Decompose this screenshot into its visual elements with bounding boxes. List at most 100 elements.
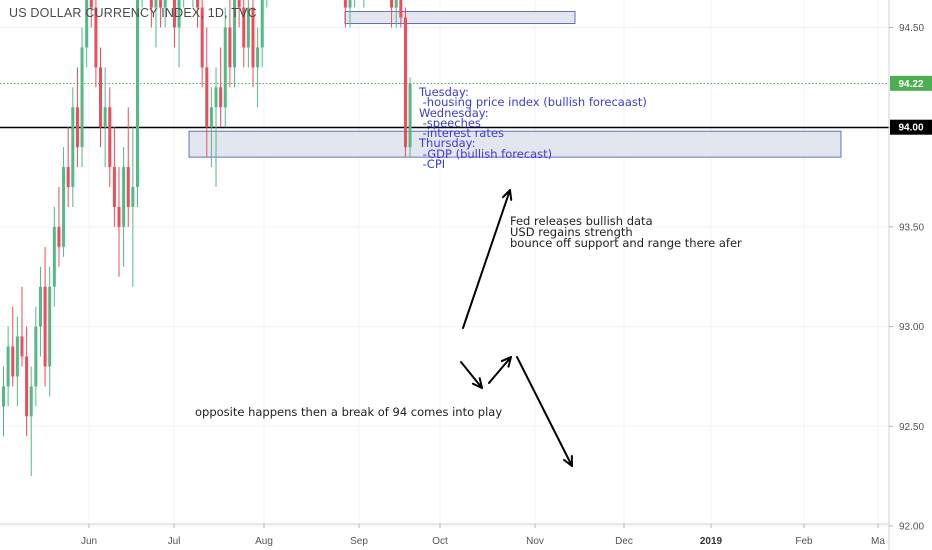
candle-body (80, 47, 84, 148)
candle-body (205, 67, 209, 128)
candle-body (260, 0, 264, 48)
schedule-line: -interest rates (419, 126, 504, 141)
zone-support-94.5 (344, 11, 576, 24)
arrow-retest-up (488, 356, 512, 384)
price-tick-label: 92.00 (899, 522, 924, 533)
schedule-line: -housing price index (bullish forecaast) (419, 95, 647, 110)
candle-body (38, 286, 42, 327)
candle-body (154, 0, 158, 8)
candle-body (172, 0, 176, 28)
bullish-line: bounce off support and range there afer (510, 236, 742, 250)
candle-body (223, 27, 227, 108)
candle-body (48, 286, 52, 367)
trend-arrows[interactable] (460, 189, 573, 467)
candle-body (399, 0, 403, 18)
candle-body (20, 336, 24, 357)
candle-body (242, 7, 246, 48)
candle-body (57, 226, 61, 247)
schedule-line: -CPI (419, 157, 446, 172)
candle-body (99, 67, 103, 128)
time-tick-label: 2019 (700, 536, 723, 547)
price-tag-94.22: 94.22 (890, 75, 932, 91)
bearish-scenario-annotation[interactable]: opposite happens then a break of 94 come… (195, 405, 503, 419)
schedule-line: Thursday: (419, 136, 476, 151)
candle-body (62, 167, 66, 247)
candle-body (390, 0, 394, 8)
candle-body (43, 286, 47, 367)
support-zones[interactable] (188, 11, 842, 158)
candle-body (256, 47, 260, 68)
arrow-dip-down (460, 361, 483, 389)
candle-body (71, 107, 75, 188)
candle-body (394, 0, 398, 8)
candle-body (29, 386, 33, 417)
candle-body (246, 7, 250, 48)
time-tick-label: Oct (432, 536, 448, 547)
schedule-annotation[interactable]: Tuesday: -housing price index (bullish f… (419, 85, 647, 172)
arrow-bearish-break (516, 356, 573, 467)
candle-body (233, 0, 236, 68)
candle-body (219, 87, 223, 108)
candle-body (15, 336, 19, 377)
candle-body (159, 0, 163, 8)
time-tick-label: Feb (795, 536, 813, 547)
svg-text:94.00: 94.00 (898, 123, 923, 134)
time-tick-label: Dec (615, 536, 633, 547)
candle-body (343, 0, 347, 8)
schedule-line: Tuesday: (419, 85, 469, 99)
schedule-line: -speeches (419, 115, 481, 130)
candle-body (214, 87, 218, 108)
price-tick-label: 94.50 (899, 23, 924, 34)
horizontal-price-lines[interactable] (0, 0, 889, 129)
price-tick-label: 92.50 (899, 422, 924, 433)
time-tick-label: Aug (255, 536, 273, 547)
bullish-scenario-annotation[interactable]: Fed releases bullish data USD regains str… (510, 214, 742, 250)
candle-body (89, 0, 93, 8)
candle-body (149, 0, 153, 8)
price-tag-94.00: 94.00 (890, 119, 932, 135)
price-tick-label: 93.50 (899, 222, 924, 233)
time-tick-label: Sep (350, 536, 368, 547)
candle-body (348, 0, 352, 8)
price-tick-label: 93.00 (899, 322, 924, 333)
svg-text:94.22: 94.22 (898, 79, 923, 90)
candle-body (122, 167, 126, 227)
candle-body (131, 187, 135, 207)
chart-title: US DOLLAR CURRENCY INDEX, 1D, TVC (9, 6, 257, 20)
candle-body (52, 226, 56, 287)
candle-body (108, 107, 112, 168)
schedule-line: Wednesday: (419, 105, 489, 120)
bullish-line: Fed releases bullish data (510, 214, 653, 228)
candle-body (403, 17, 407, 148)
candle-body (196, 0, 200, 8)
candle-body (117, 206, 121, 227)
candle-body (251, 7, 255, 68)
candle-body (6, 346, 10, 387)
zone-support-94 (188, 130, 842, 158)
candle-body (2, 386, 5, 407)
candle-body (209, 107, 213, 128)
schedule-line: -GDP (bullish forecast) (419, 146, 553, 161)
candle-body (25, 356, 29, 417)
candle-body (66, 167, 70, 188)
candlestick-series (2, 0, 412, 477)
time-axis[interactable]: Jun Jul Aug Sep Oct Nov Dec 2019 Feb Ma (81, 524, 885, 547)
candle-body (126, 167, 130, 207)
candle-body (177, 0, 181, 28)
candle-body (85, 0, 89, 48)
candle-body (237, 0, 241, 8)
candle-body (163, 0, 167, 8)
candle-body (94, 7, 98, 68)
candle-body (228, 27, 232, 68)
grid-lines (0, 0, 889, 527)
candle-body (112, 167, 116, 207)
time-tick-label: Ma (871, 536, 885, 547)
time-tick-label: Jun (81, 536, 97, 547)
candle-body (103, 107, 107, 128)
time-tick-label: Nov (526, 536, 544, 547)
candle-body (408, 83, 412, 148)
candle-body (135, 0, 139, 188)
time-tick-label: Jul (168, 536, 181, 547)
